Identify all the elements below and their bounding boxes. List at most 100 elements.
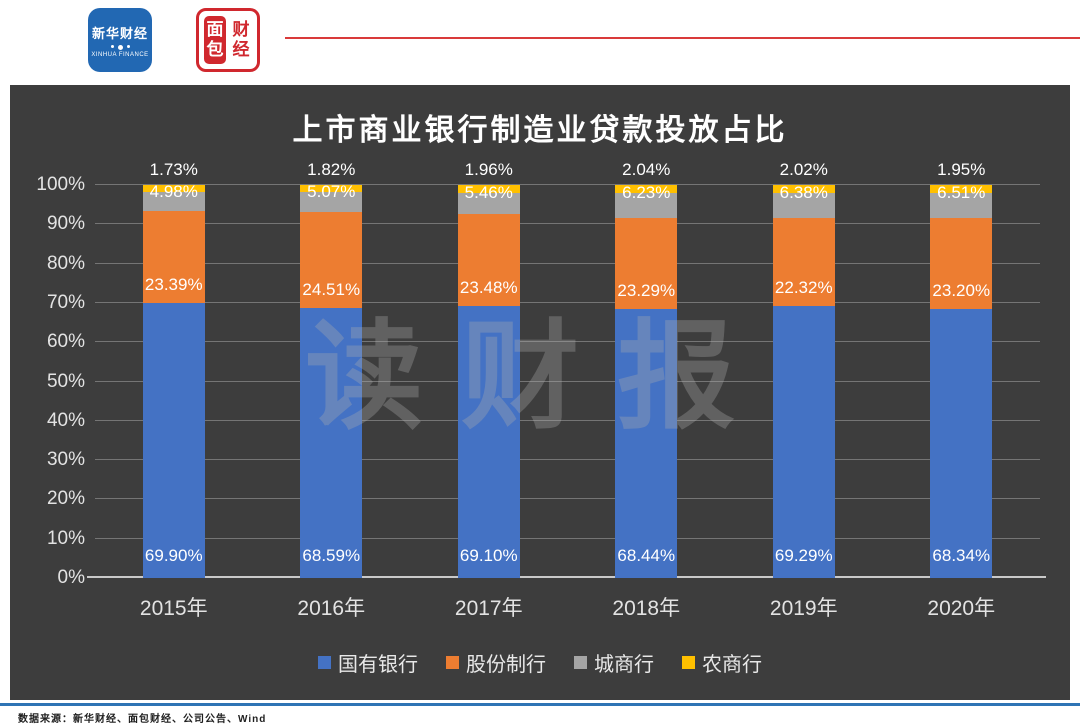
bar-segment — [615, 193, 678, 218]
bar-label: 69.90% — [144, 546, 203, 565]
y-tick-label: 50% — [46, 370, 85, 392]
header: 新华财经 XINHUA FINANCE 面 包 财 经 — [0, 0, 1080, 85]
legend-label: 农商行 — [702, 654, 762, 676]
bread-logo-seal: 面 包 — [204, 16, 226, 64]
bar-segment — [615, 309, 678, 578]
x-tick-label: 2016年 — [297, 597, 366, 620]
legend: 国有银行 股份制行 城商行 农商行 — [10, 648, 1070, 677]
gridline — [95, 537, 1040, 539]
bar-segment — [457, 306, 520, 578]
bar-label: 68.34% — [932, 546, 991, 565]
bar-label: 4.98% — [149, 181, 198, 201]
gridline — [95, 380, 1040, 382]
legend-marker — [446, 656, 459, 669]
bar-label: 2.04% — [622, 160, 671, 179]
bar-segment — [930, 309, 993, 578]
bread-logo-char: 面 — [206, 20, 224, 40]
gridline — [95, 262, 1040, 264]
y-tick-label: 40% — [46, 409, 85, 431]
y-tick-label: 70% — [46, 291, 85, 313]
watermark: 读财报 — [305, 311, 774, 444]
legend-marker — [574, 656, 587, 669]
bar-segment — [615, 185, 678, 194]
xinhua-logo-english-text: XINHUA FINANCE — [91, 51, 149, 58]
bar-label: 5.07% — [307, 182, 356, 202]
bar-label: 6.38% — [779, 182, 828, 202]
bar-segment — [930, 218, 993, 310]
gridline — [95, 498, 1040, 500]
gridline — [95, 341, 1040, 343]
bar-segment — [457, 214, 520, 307]
bar-label: 1.82% — [307, 160, 356, 180]
x-tick-label: 2019年 — [769, 597, 838, 620]
plot-area: 读财报 100% 90% 80% 70% 60% 50% 40% 30% 20% 10% 0% 201… — [36, 160, 1046, 620]
bar-label: 5.46% — [464, 182, 513, 202]
y-tick-label: 0% — [57, 567, 85, 588]
bar-segment — [772, 192, 835, 218]
bar-segment — [300, 308, 363, 578]
y-tick-label: 60% — [46, 331, 85, 353]
bar-segment — [772, 305, 835, 578]
data-source: 数据来源：新华财经、面包财经、公司公告、Wind — [18, 714, 267, 725]
bar-label: 23.29% — [617, 281, 676, 301]
y-tick-label: 90% — [46, 213, 85, 235]
x-tick-label: 2015年 — [139, 597, 208, 620]
bar-segment — [300, 212, 363, 309]
bar-label: 22.32% — [774, 277, 833, 297]
bar-segment — [300, 185, 363, 193]
bar-label: 1.95% — [937, 160, 986, 179]
xinhua-finance-logo: 新华财经 XINHUA FINANCE — [88, 8, 152, 72]
legend-item: 国有银行 — [318, 648, 418, 677]
legend-item: 股份制行 — [446, 648, 546, 677]
x-tick-label: 2017年 — [454, 597, 523, 620]
chart-panel: 上市商业银行制造业贷款投放占比 读财报 100% 90% 80% 70% 60% 50% 4… — [10, 85, 1070, 700]
y-tick-label: 80% — [46, 252, 85, 274]
footer-divider — [0, 703, 1080, 706]
gridline — [95, 301, 1040, 303]
bread-logo-char: 经 — [232, 40, 250, 59]
gridline — [95, 459, 1040, 461]
x-tick-label: 2018年 — [612, 597, 681, 620]
legend-marker — [682, 656, 695, 669]
globe-dots-icon — [110, 44, 130, 50]
gridline — [95, 223, 1040, 225]
bar-label: 69.10% — [459, 546, 518, 565]
bar-label: 23.20% — [932, 281, 991, 301]
bar-label: 2.02% — [779, 159, 828, 179]
bread-logo-char: 财 — [232, 20, 250, 40]
bar-label: 68.44% — [617, 546, 676, 565]
bar-label: 69.29% — [774, 546, 833, 565]
gridline — [95, 419, 1040, 421]
bar-segment — [615, 217, 678, 310]
y-tick-label: 20% — [46, 488, 85, 510]
bread-logo-text: 财 经 — [230, 16, 252, 64]
bar-label: 23.39% — [144, 275, 203, 295]
legend-marker — [318, 656, 331, 669]
gridline — [95, 184, 1040, 185]
bar-label: 1.73% — [149, 160, 198, 179]
x-tick-label: 2020年 — [927, 597, 996, 620]
bar-label: 68.59% — [302, 546, 361, 565]
legend-label: 城商行 — [594, 654, 654, 676]
bar-segment — [142, 211, 205, 304]
bread-finance-logo: 面 包 财 经 — [196, 8, 260, 72]
bar-segment — [142, 303, 205, 578]
legend-label: 国有银行 — [338, 654, 418, 676]
bar-label: 6.23% — [622, 183, 671, 203]
xinhua-logo-chinese-text: 新华财经 — [91, 25, 148, 41]
chart-title: 上市商业银行制造业贷款投放占比 — [292, 114, 788, 147]
y-tick-label: 10% — [46, 527, 85, 549]
bar-segment — [772, 184, 835, 193]
y-tick-label: 100% — [36, 174, 85, 195]
legend-label: 股份制行 — [466, 654, 546, 676]
legend-item: 城商行 — [574, 648, 654, 677]
bar-segment — [142, 191, 205, 212]
bar-segment — [142, 185, 205, 192]
bar-segment — [457, 192, 520, 215]
bar-segment — [457, 185, 520, 193]
bar-segment — [300, 192, 363, 213]
bar-segment — [930, 192, 993, 219]
header-divider — [285, 37, 1080, 39]
legend-item: 农商行 — [682, 648, 762, 677]
